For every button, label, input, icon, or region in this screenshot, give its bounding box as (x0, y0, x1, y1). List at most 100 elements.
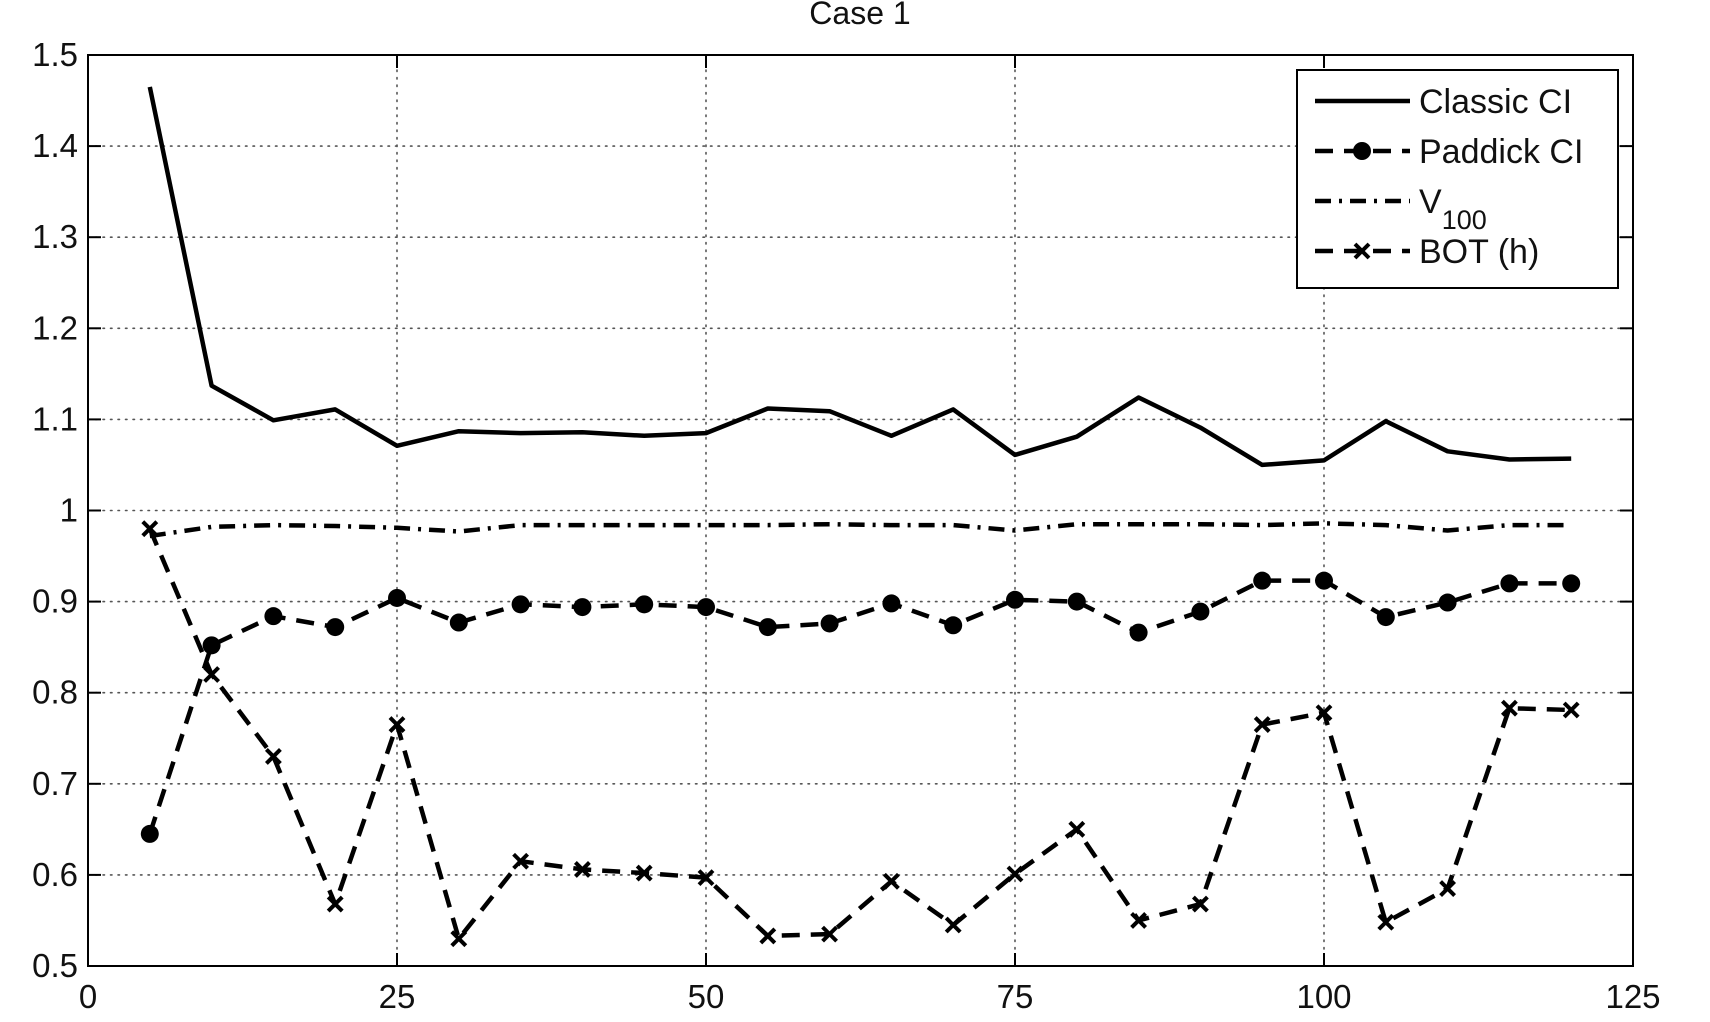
marker-stroke (1130, 912, 1148, 929)
data-point-marker (202, 636, 221, 655)
x-tick-label: 100 (1296, 978, 1351, 1015)
x-tick-label: 25 (379, 978, 416, 1015)
series-2 (149, 521, 1572, 539)
series-line (147, 86, 1572, 468)
data-point-marker (1191, 602, 1210, 621)
data-point-marker (635, 864, 653, 882)
series-group (140, 86, 1581, 948)
marker-stroke (821, 925, 839, 943)
series-line (149, 521, 1572, 539)
marker-stroke (1006, 865, 1024, 883)
data-point-marker (697, 869, 715, 887)
legend-label: Classic CI (1419, 83, 1572, 121)
data-point-marker (1191, 895, 1209, 913)
data-point-marker (1006, 590, 1024, 609)
legend-label: BOT (h) (1419, 233, 1539, 271)
data-point-marker (1067, 592, 1086, 611)
marker-stroke (388, 716, 406, 733)
data-point-marker (820, 614, 839, 633)
y-tick-label: 0.7 (32, 765, 78, 802)
data-point-marker (1130, 912, 1148, 929)
data-point-marker (264, 748, 282, 765)
data-point-marker (944, 616, 963, 635)
marker-stroke (759, 927, 777, 945)
marker-stroke (264, 748, 282, 765)
series-line (147, 578, 1572, 835)
data-point-marker (697, 598, 715, 617)
data-point-marker (264, 607, 283, 626)
y-tick-label: 0.8 (32, 674, 78, 711)
x-tick-label: 0 (79, 978, 97, 1015)
marker-stroke (203, 666, 221, 683)
data-point-marker (1353, 242, 1371, 260)
data-point-marker (1377, 913, 1395, 931)
data-point-marker (450, 930, 468, 948)
data-point-marker (1562, 701, 1580, 719)
data-point-marker (1438, 593, 1457, 612)
y-tick-label: 1.5 (32, 36, 78, 73)
data-point-marker (449, 613, 468, 632)
data-point-marker (1500, 574, 1519, 593)
marker-stroke (1500, 699, 1518, 717)
series-line (147, 527, 1572, 941)
marker-stroke (1191, 895, 1209, 913)
marker-stroke (1315, 704, 1333, 722)
marker-stroke (573, 861, 591, 878)
data-point-marker (511, 595, 530, 614)
data-point-marker (759, 927, 777, 945)
marker-stroke (1562, 701, 1580, 719)
data-point-marker (573, 598, 592, 617)
data-point-marker (882, 872, 900, 890)
marker-stroke (1439, 880, 1457, 897)
marker-stroke (1253, 716, 1271, 733)
y-tick-label: 1.1 (32, 400, 78, 437)
y-tick-label: 1.3 (32, 218, 78, 255)
marker-stroke (326, 895, 344, 913)
data-point-marker (326, 895, 344, 913)
series-3 (141, 520, 1580, 948)
data-point-marker (944, 916, 962, 934)
y-tick-label: 1.2 (32, 309, 78, 346)
data-point-marker (326, 618, 345, 637)
data-point-marker (1376, 608, 1395, 627)
series-1 (140, 571, 1581, 843)
data-point-marker (635, 595, 654, 614)
data-point-marker (573, 861, 591, 878)
marker-stroke (944, 916, 962, 934)
y-tick-label: 1 (60, 492, 78, 529)
marker-stroke (697, 869, 715, 887)
data-point-marker (1068, 820, 1086, 838)
x-tick-label: 125 (1605, 978, 1660, 1015)
y-tick-label: 1.4 (32, 127, 78, 164)
legend-label: V100 (1419, 183, 1487, 235)
data-point-marker (388, 716, 406, 733)
y-tick-label: 0.5 (32, 947, 78, 984)
data-point-marker (1253, 571, 1272, 590)
x-tick-label: 50 (688, 978, 725, 1015)
axis-ticks: 0 25 50 75 100 125 0.5 0.6 0.7 0.8 0.9 1 1.1 1.2 1.3 1.… (32, 36, 1660, 1015)
marker-stroke (635, 864, 653, 882)
data-point-marker (1006, 865, 1024, 883)
data-point-marker (1129, 623, 1148, 642)
marker-stroke (141, 520, 159, 538)
data-point-marker (1253, 716, 1271, 733)
marker-stroke (512, 852, 530, 870)
data-point-marker (1315, 571, 1333, 590)
chart-title: Case 1 (809, 0, 910, 31)
data-point-marker (1315, 704, 1333, 722)
marker-stroke (1353, 242, 1371, 260)
data-point-marker (821, 925, 839, 943)
data-point-marker (140, 824, 159, 843)
marker-stroke (1377, 913, 1395, 931)
y-tick-label: 0.6 (32, 856, 78, 893)
marker-stroke (450, 930, 468, 948)
data-point-marker (1562, 574, 1581, 593)
marker-stroke (1068, 820, 1086, 838)
data-point-marker (203, 666, 221, 683)
marker-stroke (882, 872, 900, 890)
data-point-marker (141, 520, 159, 538)
series-0 (147, 86, 1572, 468)
data-point-marker (388, 588, 406, 607)
